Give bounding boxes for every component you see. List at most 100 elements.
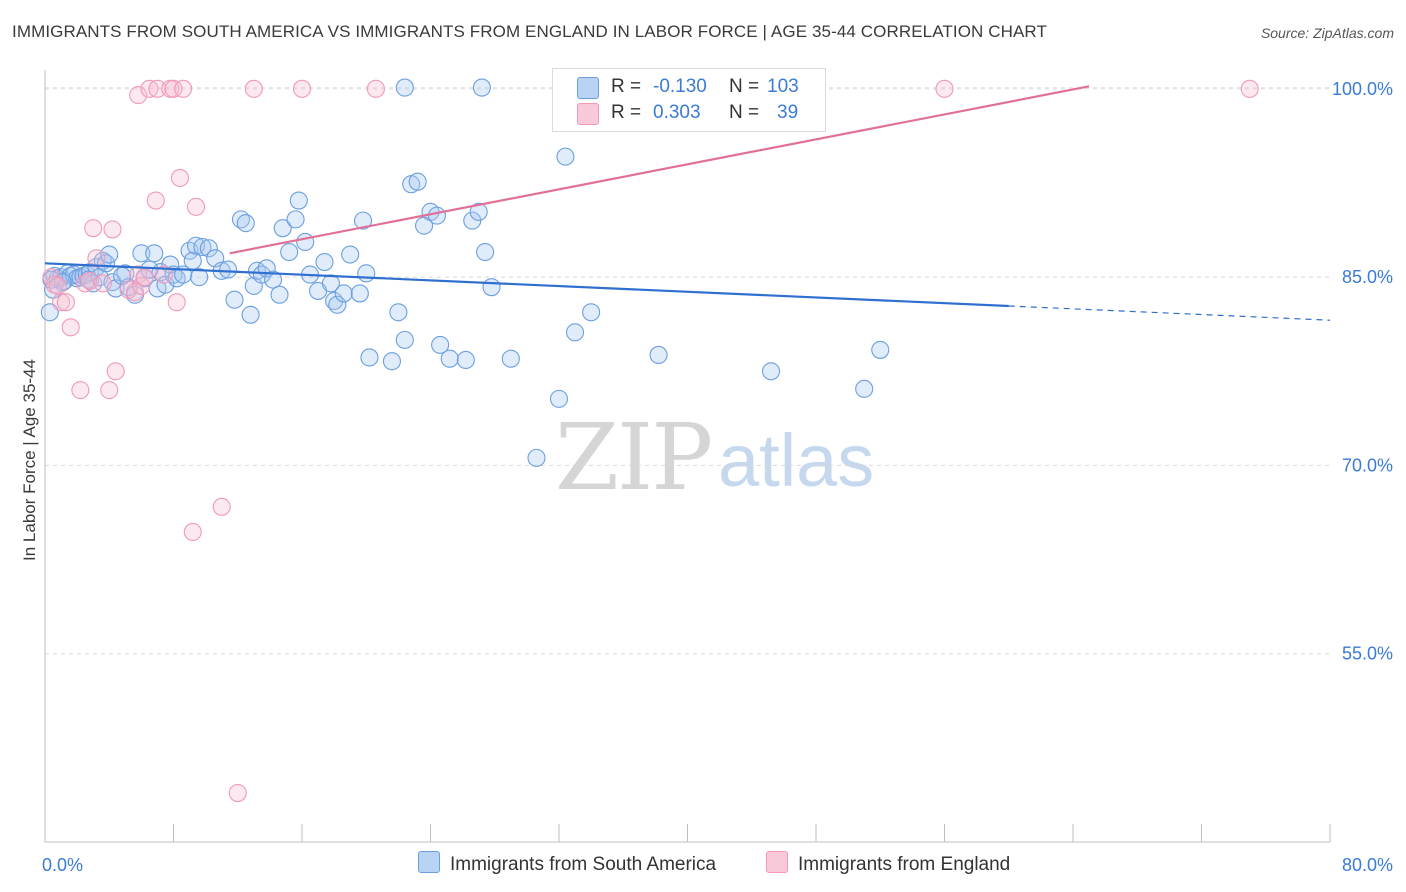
data-point (855, 379, 874, 398)
data-point (76, 274, 95, 293)
data-point (566, 323, 585, 342)
trend-line-south-america (44, 262, 1009, 308)
trend-lines (44, 85, 1331, 321)
tick-labels: 100.0% 85.0% 70.0% 55.0% 0.0% 80.0% (42, 79, 1393, 875)
data-point (186, 197, 206, 216)
data-point (440, 349, 459, 368)
data-point (252, 265, 271, 284)
data-point (1240, 79, 1259, 98)
data-point (482, 278, 501, 297)
data-point (56, 293, 75, 312)
data-point (296, 232, 315, 252)
data-point (193, 237, 212, 257)
data-point (212, 497, 231, 516)
data-point (244, 79, 263, 98)
data-point (469, 202, 488, 221)
data-point (199, 239, 218, 258)
data-point (357, 264, 376, 283)
data-point (582, 303, 601, 322)
grid-lines (45, 87, 1330, 655)
trend-line-south-america-extension (1008, 305, 1331, 321)
data-point (228, 783, 247, 803)
data-point (84, 219, 103, 238)
bottom-legend-swatch-blue (418, 851, 440, 873)
series-england (42, 79, 1259, 803)
data-point (501, 349, 520, 368)
data-point (408, 172, 427, 191)
data-point (549, 389, 569, 408)
data-point (103, 220, 122, 239)
data-point (183, 522, 202, 541)
data-point (556, 147, 575, 166)
data-point (264, 270, 283, 289)
data-point (40, 303, 59, 322)
data-point (280, 242, 299, 262)
correlation-legend: R = -0.130 N = 103 R = 0.303 N = 39 (552, 68, 826, 132)
data-point (170, 168, 189, 188)
x-tick-label-min: 0.0% (42, 855, 83, 875)
data-point (190, 268, 209, 287)
y-tick-label: 100.0% (1332, 79, 1393, 99)
y-axis-label: In Labor Force | Age 35-44 (20, 359, 39, 561)
data-point (100, 381, 119, 400)
data-point (61, 318, 80, 337)
data-point (341, 245, 360, 264)
chart-title: IMMIGRANTS FROM SOUTH AMERICA VS IMMIGRA… (12, 22, 1047, 41)
legend-n-label: N = (729, 76, 760, 97)
data-point (87, 249, 106, 268)
legend-swatch-pink (577, 103, 599, 125)
data-point (328, 295, 347, 314)
data-point (236, 214, 255, 233)
legend-n-label: N = (729, 102, 760, 123)
data-point (273, 219, 292, 238)
data-point (935, 79, 954, 98)
bottom-legend-blue: Immigrants from South America (418, 851, 716, 876)
y-tick-label: 55.0% (1342, 644, 1393, 664)
bottom-legend-label-pink: Immigrants from England (798, 854, 1011, 875)
data-point (472, 78, 491, 97)
data-point (225, 290, 244, 309)
data-point (382, 352, 402, 371)
data-point (389, 303, 408, 322)
data-point (476, 242, 495, 262)
data-point (132, 244, 151, 263)
watermark-atlas: atlas (718, 419, 875, 502)
data-point (334, 284, 353, 303)
data-point (52, 293, 71, 312)
data-point (350, 284, 369, 303)
data-point (366, 79, 385, 98)
trend-line-england (229, 85, 1090, 255)
data-point (395, 330, 414, 349)
data-point (48, 276, 67, 295)
legend-n-value-pink: 39 (777, 102, 799, 123)
data-point (427, 206, 446, 225)
data-point (145, 244, 164, 263)
legend-r-value-pink: 0.303 (653, 102, 701, 123)
data-point (129, 86, 148, 105)
data-point (164, 79, 183, 98)
data-point (315, 253, 334, 272)
y-tick-label: 85.0% (1342, 267, 1393, 287)
data-point (135, 268, 154, 287)
watermark-zip: ZIP (555, 404, 713, 511)
data-point (270, 285, 289, 304)
data-point (360, 348, 379, 367)
data-point (148, 79, 167, 98)
data-point (871, 340, 890, 359)
data-point (241, 305, 260, 324)
data-point (219, 260, 238, 279)
legend-n-value-blue: 103 (767, 76, 799, 97)
data-point (761, 362, 781, 381)
data-point (71, 381, 90, 400)
legend-r-label: R = (611, 76, 642, 97)
bottom-legend-pink: Immigrants from England (766, 851, 1010, 876)
y-tick-label: 70.0% (1342, 455, 1393, 475)
data-point (106, 362, 125, 381)
data-point (174, 79, 193, 98)
source-credit: Source: ZipAtlas.com (1260, 25, 1394, 41)
data-point (527, 448, 546, 467)
data-point (649, 345, 668, 364)
data-point (292, 79, 312, 98)
data-point (146, 191, 165, 210)
